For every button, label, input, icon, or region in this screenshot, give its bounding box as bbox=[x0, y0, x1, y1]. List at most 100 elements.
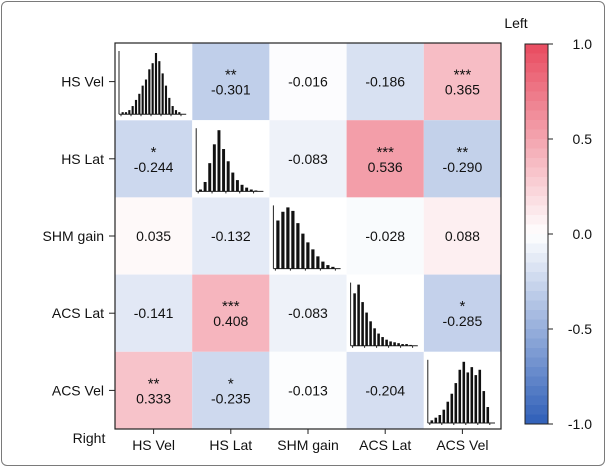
value-shm-gain-vs-hs-lat: -0.132 bbox=[211, 228, 251, 244]
histogram-bar bbox=[124, 112, 128, 115]
histogram-bar bbox=[164, 85, 168, 115]
colorbar-step bbox=[525, 414, 548, 425]
histogram-bar bbox=[361, 302, 364, 346]
col-label-hs-vel: HS Vel bbox=[132, 437, 175, 453]
histogram-bar bbox=[134, 99, 138, 115]
histogram-bar bbox=[121, 112, 124, 115]
value-shm-gain-vs-acs-vel: 0.088 bbox=[445, 228, 480, 244]
corner-label-right: Right bbox=[73, 430, 106, 446]
row-label-hs-vel: HS Vel bbox=[61, 74, 104, 90]
histogram-bar bbox=[281, 211, 285, 269]
colorbar-tick-label: 0.0 bbox=[573, 226, 593, 242]
histogram-bar bbox=[470, 367, 474, 423]
col-label-hs-lat: HS Lat bbox=[209, 437, 252, 453]
histogram-bar bbox=[377, 333, 380, 346]
colorbar-tick-label: -1.0 bbox=[568, 416, 592, 432]
histogram-bar bbox=[174, 110, 178, 115]
histogram-bar bbox=[131, 106, 134, 115]
colorbar-step bbox=[525, 186, 548, 197]
value-acs-lat-vs-hs-vel: -0.141 bbox=[134, 305, 174, 321]
colorbar-step bbox=[525, 91, 548, 102]
significance-hs-vel-vs-hs-lat: ** bbox=[225, 67, 237, 84]
value-hs-vel-vs-shm-gain: -0.016 bbox=[288, 74, 328, 90]
histogram-bar bbox=[365, 312, 368, 346]
histogram-bar bbox=[240, 184, 244, 192]
colorbar-step bbox=[525, 310, 548, 320]
histogram-bar bbox=[158, 61, 161, 115]
row-label-acs-vel: ACS Vel bbox=[52, 382, 104, 398]
histogram-bar bbox=[353, 293, 356, 346]
row-label-shm-gain: SHM gain bbox=[43, 228, 104, 244]
histogram-bar bbox=[486, 407, 490, 423]
histogram-bar bbox=[245, 187, 249, 192]
corner-label-left: Left bbox=[504, 15, 527, 31]
histogram-acs-vel bbox=[423, 351, 501, 429]
cell-hs-vel-vs-shm-gain bbox=[269, 43, 347, 121]
histogram-bar bbox=[249, 189, 253, 192]
cell-hs-vel-vs-hs-lat bbox=[192, 43, 270, 121]
row-label-acs-lat: ACS Lat bbox=[52, 305, 104, 321]
histogram-bar bbox=[217, 130, 221, 192]
histogram-bar bbox=[178, 112, 181, 115]
histogram-bar bbox=[381, 337, 384, 346]
cell-acs-vel-vs-acs-lat bbox=[346, 351, 424, 429]
colorbar-tick-label: -0.5 bbox=[568, 321, 592, 337]
histogram-bar bbox=[409, 344, 412, 346]
histogram-bar bbox=[458, 369, 462, 423]
value-acs-lat-vs-hs-lat: 0.408 bbox=[213, 313, 248, 329]
histogram-bar bbox=[316, 256, 320, 269]
colorbar-step bbox=[525, 139, 548, 149]
histogram-bar bbox=[222, 149, 226, 192]
histogram-bar bbox=[389, 341, 392, 346]
cell-acs-vel-vs-shm-gain bbox=[269, 351, 347, 429]
colorbar-step bbox=[525, 205, 548, 216]
histogram-bar bbox=[385, 339, 388, 346]
histogram-bar bbox=[474, 375, 478, 423]
histogram-bar bbox=[161, 73, 164, 115]
colorbar-step bbox=[525, 300, 548, 311]
colorbar-step bbox=[525, 338, 548, 349]
histogram-shm-gain bbox=[269, 197, 347, 275]
cell-hs-lat-vs-acs-lat bbox=[346, 120, 424, 198]
histogram-bar bbox=[331, 266, 335, 269]
histogram-bar bbox=[296, 223, 300, 269]
colorbar-step bbox=[525, 281, 548, 292]
colorbar-tick-label: 0.5 bbox=[573, 131, 593, 147]
histogram-bar bbox=[276, 220, 280, 269]
cell-acs-lat-vs-acs-vel bbox=[423, 274, 501, 352]
histogram-bar bbox=[148, 69, 151, 115]
significance-hs-lat-vs-hs-vel: * bbox=[151, 144, 157, 161]
colorbar-step bbox=[525, 215, 548, 225]
histogram-bar bbox=[144, 79, 148, 115]
colorbar-step bbox=[525, 63, 548, 73]
colorbar-step bbox=[525, 395, 548, 406]
cell-hs-vel-vs-acs-vel bbox=[423, 43, 501, 121]
histogram-bar bbox=[154, 53, 158, 115]
significance-acs-lat-vs-acs-vel: * bbox=[459, 298, 465, 315]
significance-hs-lat-vs-acs-vel: ** bbox=[457, 144, 469, 161]
value-shm-gain-vs-acs-lat: -0.028 bbox=[365, 228, 405, 244]
colorbar-step bbox=[525, 234, 548, 244]
histogram-bar bbox=[138, 93, 141, 115]
colorbar-step bbox=[525, 72, 548, 83]
value-hs-lat-vs-shm-gain: -0.083 bbox=[288, 151, 328, 167]
cell-hs-lat-vs-shm-gain bbox=[269, 120, 347, 198]
colorbar-step bbox=[525, 386, 548, 396]
histogram-bar bbox=[235, 180, 239, 192]
cell-acs-vel-vs-hs-vel bbox=[115, 351, 193, 429]
histogram-bar bbox=[321, 261, 325, 269]
colorbar-step bbox=[525, 405, 548, 415]
histogram-bar bbox=[482, 391, 486, 423]
histogram-bar bbox=[438, 415, 442, 423]
colorbar-step bbox=[525, 44, 548, 54]
histogram-bar bbox=[199, 189, 202, 192]
colorbar-step bbox=[525, 291, 548, 301]
histogram-bar bbox=[442, 409, 446, 423]
value-hs-lat-vs-acs-lat: 0.536 bbox=[368, 159, 403, 175]
histogram-bar bbox=[171, 106, 174, 115]
histogram-bar bbox=[168, 97, 171, 115]
colorbar-step bbox=[525, 348, 548, 358]
value-acs-vel-vs-hs-lat: -0.235 bbox=[211, 390, 251, 406]
colorbar-step bbox=[525, 120, 548, 130]
